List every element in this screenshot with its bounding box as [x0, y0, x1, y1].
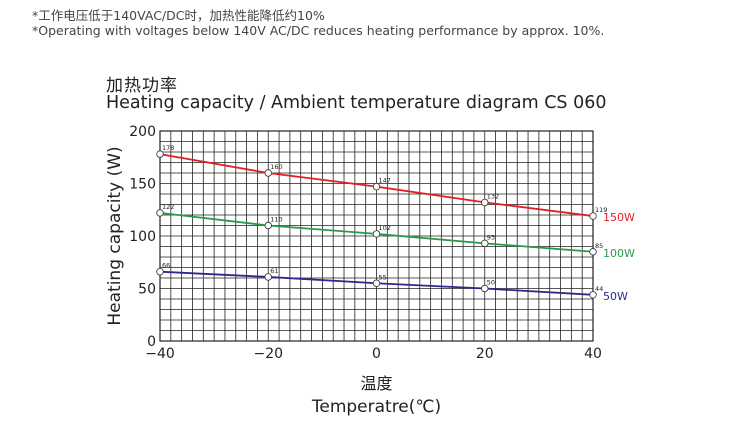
data-point	[372, 279, 381, 287]
y-axis-label: Heating capacity (W)	[105, 146, 125, 325]
data-label: 85	[595, 242, 603, 250]
chart-title-chinese: 加热功率	[106, 76, 178, 96]
data-point	[481, 198, 489, 207]
data-point	[372, 230, 381, 238]
series-label-150W: 150W	[603, 211, 635, 224]
x-tick-label: −20	[253, 346, 283, 362]
data-label: 110	[270, 216, 282, 224]
data-point	[589, 248, 597, 256]
series-label-50W: 50W	[603, 290, 628, 303]
data-label: 119	[595, 206, 607, 214]
y-tick-label: 150	[129, 177, 156, 193]
data-label: 55	[379, 273, 387, 281]
data-label: 61	[270, 267, 278, 275]
voltage-note-english: *Operating with voltages below 140V AC/D…	[32, 23, 605, 38]
data-label: 50	[487, 279, 495, 287]
data-label: 66	[162, 262, 170, 270]
data-label: 178	[162, 144, 174, 152]
data-label: 160	[270, 163, 282, 171]
voltage-note-chinese: *工作电压低于140VAC/DC时，加热性能降低约10%	[32, 8, 325, 23]
x-tick-label: −40	[145, 346, 175, 362]
x-tick-label: 0	[372, 346, 381, 362]
data-label: 132	[487, 192, 499, 200]
data-point	[481, 239, 489, 248]
data-label: 93	[487, 233, 495, 241]
data-label: 44	[595, 285, 603, 293]
plot-frame	[159, 130, 594, 342]
data-point	[156, 268, 164, 276]
data-point	[372, 182, 381, 191]
data-label: 122	[162, 203, 174, 211]
x-tick-label: 20	[476, 346, 494, 362]
data-point	[589, 212, 597, 220]
y-tick-label: 100	[129, 229, 156, 245]
chart-title: Heating capacity / Ambient temperature d…	[106, 93, 607, 113]
data-point	[264, 169, 272, 177]
data-point	[156, 209, 164, 217]
data-point	[589, 291, 597, 299]
data-label: 102	[379, 224, 391, 232]
y-tick-label: 0	[147, 334, 156, 350]
data-point	[264, 273, 272, 281]
data-point	[156, 150, 164, 158]
data-point	[264, 221, 272, 230]
x-axis-label-chinese: 温度	[360, 374, 392, 393]
y-tick-label: 50	[138, 282, 156, 298]
y-tick-label: 200	[129, 124, 156, 140]
series-label-100W: 100W	[603, 247, 635, 260]
data-label: 147	[379, 177, 391, 185]
data-point	[481, 284, 489, 293]
x-tick-label: 40	[584, 346, 602, 362]
x-axis-label: Temperatre(℃)	[311, 397, 441, 417]
